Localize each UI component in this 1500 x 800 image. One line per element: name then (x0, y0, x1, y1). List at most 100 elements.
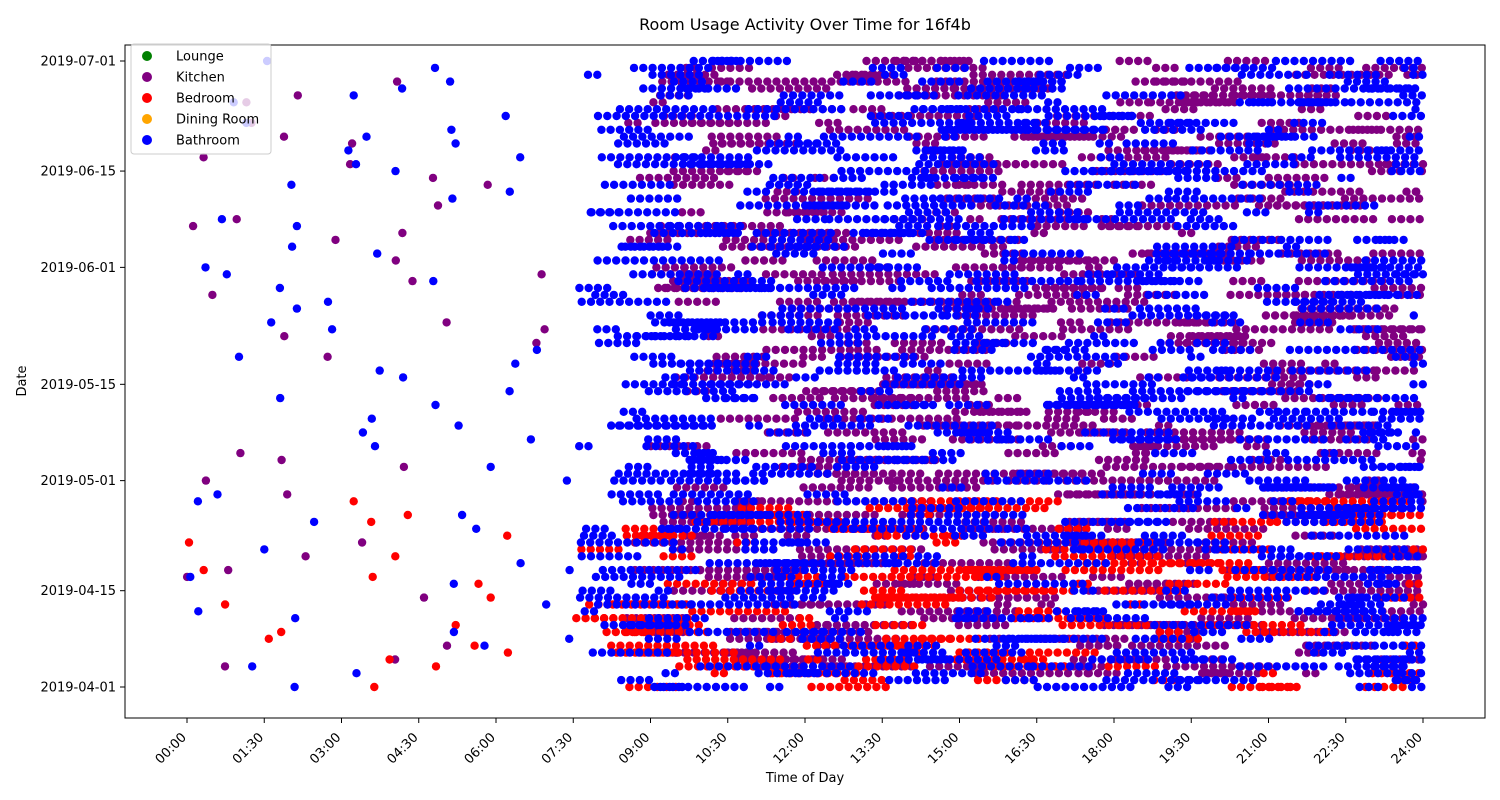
data-point-kitchen (1271, 153, 1281, 162)
data-point-bathroom (565, 634, 574, 643)
data-point-kitchen (837, 208, 846, 217)
data-point-kitchen (1404, 125, 1414, 134)
data-point-kitchen (682, 483, 691, 492)
data-point-kitchen (741, 448, 750, 458)
data-point-kitchen (960, 387, 970, 396)
data-point-kitchen (934, 111, 943, 121)
data-point-kitchen (686, 538, 695, 547)
data-point-kitchen (1247, 462, 1256, 472)
data-point-bedroom (811, 641, 821, 650)
data-point-kitchen (1328, 160, 1337, 169)
data-point-bathroom (913, 641, 922, 650)
data-point-kitchen (1197, 669, 1207, 678)
data-point-kitchen (874, 270, 884, 279)
data-point-kitchen (1046, 600, 1056, 609)
data-point-bathroom (1187, 620, 1196, 630)
data-point-bedroom (621, 524, 630, 533)
data-point-bedroom (807, 682, 816, 692)
data-point-kitchen (1416, 455, 1425, 465)
data-point-kitchen (807, 194, 817, 203)
data-point-kitchen (779, 359, 789, 368)
data-point-kitchen (1143, 221, 1153, 231)
data-point-kitchen (975, 215, 984, 224)
data-point-kitchen (704, 545, 713, 554)
data-point-kitchen (1074, 407, 1084, 416)
data-point-kitchen (1319, 70, 1329, 80)
data-point-bedroom (1067, 620, 1077, 630)
data-point-kitchen (1172, 662, 1181, 671)
data-point-bedroom (1211, 579, 1221, 588)
data-point-bathroom (1070, 682, 1080, 692)
data-point-bathroom (1382, 655, 1391, 664)
data-point-kitchen (726, 132, 735, 141)
data-point-bathroom (1121, 648, 1131, 657)
data-point-kitchen (1183, 338, 1193, 348)
data-point-kitchen (1113, 524, 1122, 533)
data-point-kitchen (898, 345, 907, 355)
data-point-bedroom (910, 662, 919, 671)
data-point-kitchen (1198, 428, 1207, 437)
data-point-kitchen (920, 352, 929, 361)
data-point-kitchen (1243, 614, 1253, 623)
data-point-kitchen (1052, 290, 1061, 300)
data-point-kitchen (1072, 490, 1081, 499)
data-point-bathroom (922, 641, 931, 650)
data-point-bathroom (1058, 634, 1067, 643)
data-point-kitchen (998, 180, 1007, 189)
data-point-kitchen (1256, 462, 1266, 472)
data-point-kitchen (918, 338, 927, 348)
data-point-kitchen (778, 393, 787, 403)
data-point-kitchen (775, 373, 785, 382)
data-point-kitchen (1182, 146, 1192, 155)
data-point-bedroom (697, 607, 706, 616)
data-point-bedroom (688, 607, 697, 616)
data-point-kitchen (823, 462, 833, 472)
data-point-kitchen (1134, 318, 1143, 327)
data-point-bathroom (1160, 669, 1170, 678)
data-point-bedroom (1020, 655, 1029, 664)
data-point-bedroom (720, 655, 729, 664)
data-point-kitchen (1086, 325, 1096, 334)
data-point-kitchen (1112, 669, 1121, 678)
data-point-kitchen (771, 270, 780, 279)
data-point-bathroom (730, 682, 739, 692)
data-point-kitchen (814, 510, 824, 520)
data-point-kitchen (807, 332, 816, 341)
data-point-kitchen (1191, 91, 1200, 100)
data-point-kitchen (929, 614, 938, 623)
data-point-kitchen (1056, 428, 1065, 437)
data-point-kitchen (789, 270, 798, 279)
data-point-kitchen (1156, 98, 1165, 107)
data-point-kitchen (1162, 662, 1172, 671)
data-point-kitchen (1233, 242, 1242, 251)
data-point-kitchen (1100, 407, 1109, 416)
data-point-bathroom (1207, 593, 1217, 602)
data-point-bathroom (291, 614, 300, 623)
data-point-kitchen (1133, 290, 1142, 300)
data-point-kitchen (888, 428, 898, 437)
data-point-kitchen (1020, 160, 1030, 169)
data-point-kitchen (1152, 655, 1161, 664)
data-point-bathroom (1123, 669, 1133, 678)
data-point-kitchen (1071, 414, 1080, 423)
data-point-kitchen (897, 607, 906, 616)
data-point-bathroom (1150, 620, 1159, 630)
data-point-kitchen (1239, 338, 1248, 348)
data-point-bathroom (1320, 627, 1329, 637)
data-point-kitchen (1147, 201, 1156, 210)
data-point-kitchen (301, 552, 310, 561)
data-point-kitchen (1180, 318, 1190, 327)
data-point-kitchen (1124, 153, 1133, 162)
data-point-kitchen (969, 63, 978, 73)
data-point-bedroom (1253, 531, 1263, 540)
data-point-bedroom (1416, 524, 1426, 533)
data-point-kitchen (1409, 600, 1418, 609)
data-point-kitchen (1129, 442, 1138, 451)
data-point-bathroom (696, 600, 706, 609)
data-point-kitchen (909, 338, 918, 348)
data-point-kitchen (1209, 91, 1219, 100)
data-point-kitchen (1225, 614, 1234, 623)
data-point-bedroom (1156, 586, 1165, 595)
data-point-kitchen (824, 510, 833, 520)
data-point-kitchen (1065, 297, 1075, 306)
